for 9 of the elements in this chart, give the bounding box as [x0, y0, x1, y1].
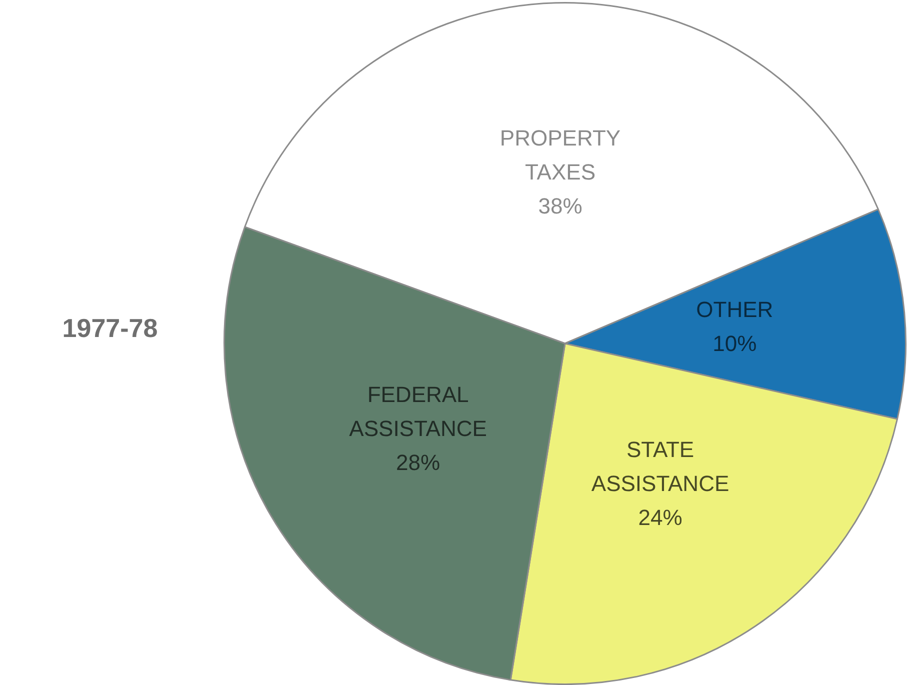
text: 1977-78 [62, 313, 158, 344]
slice-label: STATE ASSISTANCE [591, 436, 730, 496]
slice-label: OTHER [696, 297, 774, 322]
data-label: 24% [638, 504, 682, 530]
slice-label: FEDERAL ASSISTANCE [349, 382, 487, 441]
data-label: 38% [538, 193, 582, 218]
data-label: 10% [712, 331, 757, 356]
data-label: 28% [396, 450, 440, 475]
slice-label: PROPERTY TAXES [500, 125, 621, 184]
